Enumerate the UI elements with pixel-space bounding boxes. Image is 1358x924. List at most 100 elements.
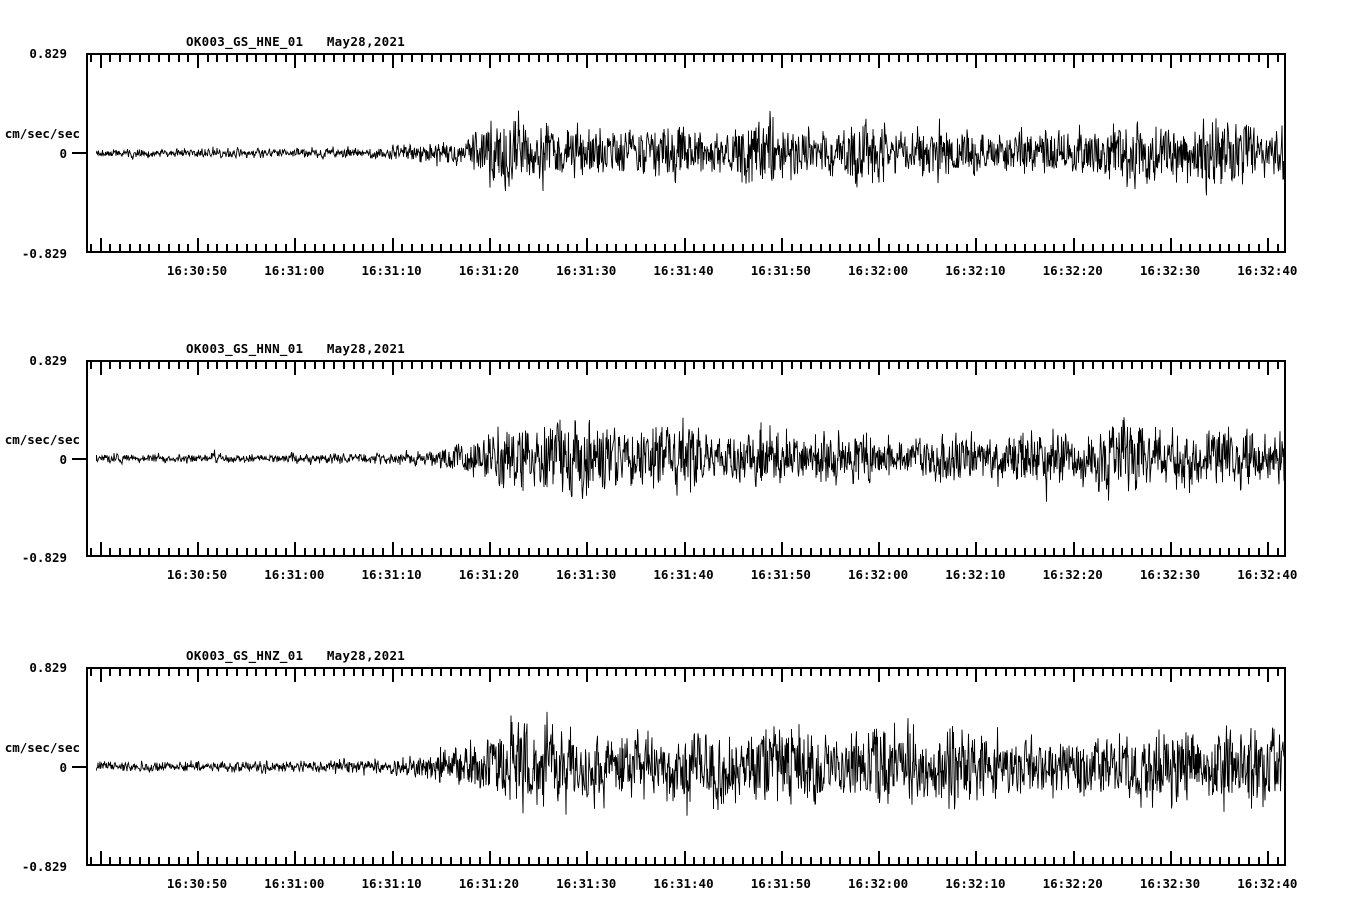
- x-axis-minor-tick-bottom: [1209, 244, 1211, 251]
- x-axis-minor-tick-top: [625, 55, 627, 62]
- x-axis-minor-tick-bottom: [323, 548, 325, 555]
- x-axis-minor-tick-top: [216, 669, 218, 676]
- x-axis-minor-tick-top: [771, 669, 773, 676]
- x-axis-minor-tick-bottom: [304, 548, 306, 555]
- x-axis-minor-tick-bottom: [547, 244, 549, 251]
- x-axis-minor-tick-top: [1258, 55, 1260, 62]
- x-axis-minor-tick-bottom: [518, 548, 520, 555]
- x-axis-minor-tick-bottom: [265, 857, 267, 864]
- x-axis-minor-tick-bottom: [693, 244, 695, 251]
- x-axis-minor-tick-bottom: [1228, 548, 1230, 555]
- x-axis-major-tick-top: [586, 55, 588, 68]
- x-axis-minor-tick-bottom: [450, 244, 452, 251]
- x-axis-minor-tick-top: [927, 362, 929, 369]
- x-axis-minor-tick-bottom: [421, 548, 423, 555]
- x-axis-minor-tick-bottom: [1131, 244, 1133, 251]
- x-axis-minor-tick-top: [158, 55, 160, 62]
- x-axis-minor-tick-bottom: [917, 548, 919, 555]
- x-axis-minor-tick-top: [547, 669, 549, 676]
- x-axis-minor-tick-top: [411, 55, 413, 62]
- x-axis-major-tick-top: [975, 362, 977, 375]
- x-axis-minor-tick-top: [1248, 669, 1250, 676]
- x-axis-minor-tick-top: [440, 55, 442, 62]
- x-axis-major-tick-top: [1073, 55, 1075, 68]
- x-axis-minor-tick-bottom: [946, 857, 948, 864]
- x-axis-minor-tick-bottom: [936, 857, 938, 864]
- x-axis-minor-tick-bottom: [129, 244, 131, 251]
- x-axis-minor-tick-bottom: [557, 244, 559, 251]
- x-axis-minor-tick-top: [849, 362, 851, 369]
- x-axis-minor-tick-bottom: [314, 244, 316, 251]
- x-axis-major-tick-bottom: [878, 542, 880, 555]
- x-axis-major-tick-bottom: [975, 542, 977, 555]
- x-axis-minor-tick-top: [868, 55, 870, 62]
- x-axis-minor-tick-top: [703, 362, 705, 369]
- x-axis-minor-tick-top: [995, 669, 997, 676]
- x-axis-minor-tick-top: [333, 362, 335, 369]
- x-axis-major-tick-top: [684, 362, 686, 375]
- x-axis-minor-tick-bottom: [1121, 857, 1123, 864]
- x-axis-minor-tick-bottom: [499, 857, 501, 864]
- x-axis-minor-tick-top: [314, 362, 316, 369]
- x-axis-minor-tick-bottom: [820, 857, 822, 864]
- x-axis-minor-tick-bottom: [479, 548, 481, 555]
- x-axis-minor-tick-bottom: [907, 548, 909, 555]
- x-axis-minor-tick-top: [148, 55, 150, 62]
- x-axis-minor-tick-bottom: [148, 244, 150, 251]
- x-axis-minor-tick-top: [859, 55, 861, 62]
- x-axis-minor-tick-bottom: [401, 548, 403, 555]
- x-axis-minor-tick-bottom: [109, 244, 111, 251]
- x-axis-minor-tick-top: [499, 362, 501, 369]
- x-axis-minor-tick-bottom: [1277, 857, 1279, 864]
- x-axis-minor-tick-top: [839, 55, 841, 62]
- x-axis-minor-tick-top: [450, 362, 452, 369]
- x-axis-minor-tick-top: [1228, 669, 1230, 676]
- x-axis-minor-tick-bottom: [518, 244, 520, 251]
- x-axis-minor-tick-top: [664, 55, 666, 62]
- x-axis-minor-tick-top: [985, 362, 987, 369]
- x-axis-major-tick-bottom: [1073, 542, 1075, 555]
- x-axis-minor-tick-top: [450, 669, 452, 676]
- x-axis-minor-tick-bottom: [674, 857, 676, 864]
- x-axis-minor-tick-top: [440, 362, 442, 369]
- x-axis-minor-tick-bottom: [615, 857, 617, 864]
- x-axis-minor-tick-bottom: [148, 548, 150, 555]
- x-axis-minor-tick-top: [265, 362, 267, 369]
- x-axis-minor-tick-bottom: [1063, 548, 1065, 555]
- x-axis-major-tick-top: [975, 669, 977, 682]
- x-axis-minor-tick-bottom: [304, 244, 306, 251]
- x-axis-minor-tick-bottom: [1209, 548, 1211, 555]
- x-axis-minor-tick-bottom: [431, 244, 433, 251]
- x-axis-minor-tick-bottom: [547, 548, 549, 555]
- x-axis-major-tick-top: [684, 669, 686, 682]
- x-axis-minor-tick-top: [1151, 362, 1153, 369]
- x-axis-minor-tick-bottom: [129, 548, 131, 555]
- x-axis-minor-tick-top: [868, 669, 870, 676]
- x-axis-minor-tick-top: [576, 55, 578, 62]
- x-axis-major-tick-bottom: [294, 851, 296, 864]
- x-axis-major-tick-top: [586, 362, 588, 375]
- x-axis-time-label: 16:32:40: [1237, 263, 1298, 278]
- x-axis-minor-tick-bottom: [421, 857, 423, 864]
- x-axis-minor-tick-bottom: [1258, 857, 1260, 864]
- x-axis-minor-tick-top: [109, 669, 111, 676]
- x-axis-minor-tick-top: [576, 669, 578, 676]
- x-axis-minor-tick-bottom: [440, 244, 442, 251]
- x-axis-minor-tick-top: [839, 669, 841, 676]
- x-axis-major-tick-top: [586, 669, 588, 682]
- x-axis-minor-tick-bottom: [1151, 548, 1153, 555]
- x-axis-minor-tick-top: [226, 362, 228, 369]
- x-axis-minor-tick-bottom: [246, 857, 248, 864]
- x-axis-minor-tick-bottom: [1034, 548, 1036, 555]
- x-axis-minor-tick-bottom: [664, 857, 666, 864]
- x-axis-minor-tick-bottom: [771, 548, 773, 555]
- x-axis-minor-tick-bottom: [615, 548, 617, 555]
- x-axis-minor-tick-top: [304, 55, 306, 62]
- x-axis-minor-tick-top: [382, 669, 384, 676]
- x-axis-minor-tick-bottom: [226, 244, 228, 251]
- x-axis-minor-tick-bottom: [800, 244, 802, 251]
- x-axis-minor-tick-bottom: [304, 857, 306, 864]
- x-axis-minor-tick-bottom: [1151, 244, 1153, 251]
- x-axis-minor-tick-top: [615, 669, 617, 676]
- x-axis-minor-tick-top: [1063, 669, 1065, 676]
